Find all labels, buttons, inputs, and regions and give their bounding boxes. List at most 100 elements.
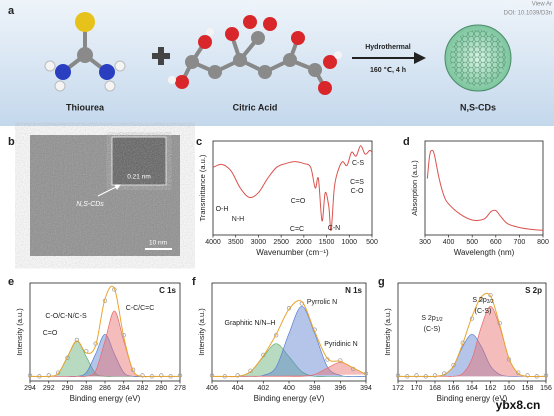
annotation: Pyridinic N bbox=[324, 341, 357, 348]
data-point bbox=[516, 370, 521, 375]
annotation: Pyrrolic N bbox=[307, 299, 337, 306]
data-point bbox=[159, 373, 164, 378]
pointer-arrow bbox=[97, 184, 121, 197]
x-tick-label: 2000 bbox=[296, 239, 312, 246]
x-tick-label: 400 bbox=[443, 239, 455, 246]
data-point bbox=[543, 373, 549, 378]
y-axis-label: Intensity (a.u.) bbox=[197, 308, 206, 356]
plot-frame bbox=[212, 140, 373, 236]
x-tick-label: 292 bbox=[43, 385, 55, 392]
x-tick-label: 156 bbox=[540, 385, 552, 392]
panel-label: f bbox=[192, 276, 196, 288]
annotation: (C-S) bbox=[424, 326, 441, 333]
x-tick-label: 288 bbox=[80, 385, 92, 392]
data-point bbox=[338, 358, 343, 363]
x-tick-label: 278 bbox=[174, 385, 186, 392]
data-point bbox=[248, 368, 253, 373]
lattice-label: 0.21 nm bbox=[127, 174, 151, 181]
annotation: C=S bbox=[350, 179, 364, 186]
product-label: N,S-CDs bbox=[460, 102, 496, 112]
peak-label: N 1s bbox=[345, 286, 362, 295]
x-tick-label: 396 bbox=[334, 385, 346, 392]
annotation: C-O bbox=[351, 188, 364, 195]
data-point bbox=[432, 373, 438, 378]
annotation: C-O/C-N/C-S bbox=[45, 313, 87, 320]
x-tick-label: 406 bbox=[206, 385, 218, 392]
peak-label: C 1s bbox=[159, 286, 176, 295]
x-tick-label: 160 bbox=[503, 385, 515, 392]
annotation-main: S 2p bbox=[421, 315, 436, 322]
annotation: S 2p3/2 bbox=[472, 297, 494, 305]
x-tick-label: 162 bbox=[485, 385, 497, 392]
peak-label: S 2p bbox=[525, 286, 542, 295]
annotation: Graphitic N/N–H bbox=[225, 320, 276, 327]
view-link[interactable]: View Ar bbox=[532, 2, 552, 8]
curve bbox=[30, 285, 180, 378]
x-axis-label: Binding energy (eV) bbox=[70, 394, 141, 403]
doi: DOI: 10.1039/D3n bbox=[504, 11, 552, 17]
thiourea-molecule bbox=[44, 12, 126, 92]
x-tick-label: 280 bbox=[155, 385, 167, 392]
x-tick-label: 4000 bbox=[205, 239, 221, 246]
x-tick-label: 400 bbox=[283, 385, 295, 392]
x-axis-label: Binding energy (eV) bbox=[437, 394, 508, 403]
x-tick-label: 700 bbox=[514, 239, 526, 246]
x-tick-label: 172 bbox=[392, 385, 404, 392]
x-tick-label: 404 bbox=[232, 385, 244, 392]
x-tick-label: 3000 bbox=[251, 239, 267, 246]
x-tick-label: 166 bbox=[448, 385, 460, 392]
x-tick-label: 500 bbox=[466, 239, 478, 246]
curve bbox=[212, 145, 373, 231]
x-tick-label: 402 bbox=[257, 385, 269, 392]
annotation: N-H bbox=[232, 216, 244, 223]
panel-label: g bbox=[378, 276, 385, 288]
x-tick-label: 800 bbox=[537, 239, 549, 246]
annotation: O-H bbox=[216, 206, 229, 213]
data-point bbox=[395, 373, 401, 378]
annotation-main: S 2p bbox=[472, 297, 487, 304]
condition: 160 ℃, 4 h bbox=[370, 66, 406, 74]
reactant-label: Citric Acid bbox=[233, 102, 278, 112]
annotation: S 2p1/2 bbox=[421, 315, 443, 323]
annotation: C=O bbox=[291, 198, 306, 205]
annotation: C-C/C=C bbox=[126, 305, 155, 312]
particle-label: N,S-CDs bbox=[76, 201, 104, 208]
x-tick-label: 600 bbox=[490, 239, 502, 246]
citric-acid-molecule bbox=[168, 15, 342, 95]
x-tick-label: 286 bbox=[99, 385, 111, 392]
annotation: C=O bbox=[43, 330, 58, 337]
data-point bbox=[525, 373, 530, 378]
x-tick-label: 3500 bbox=[228, 239, 244, 246]
x-tick-label: 168 bbox=[429, 385, 441, 392]
x-tick-label: 300 bbox=[419, 239, 431, 246]
panel-label: a bbox=[8, 5, 15, 17]
x-tick-label: 1000 bbox=[341, 239, 357, 246]
annotation: (C-S) bbox=[475, 308, 492, 315]
data-point bbox=[235, 373, 240, 378]
x-tick-label: 294 bbox=[24, 385, 36, 392]
x-tick-label: 284 bbox=[118, 385, 130, 392]
x-tick-label: 170 bbox=[411, 385, 423, 392]
x-tick-label: 290 bbox=[62, 385, 74, 392]
data-point bbox=[177, 373, 183, 378]
x-tick-label: 2500 bbox=[273, 239, 289, 246]
plot-frame bbox=[424, 140, 544, 236]
x-axis-label: Wavenumber (cm⁻¹) bbox=[256, 248, 329, 257]
x-axis-label: Wavelength (nm) bbox=[454, 248, 515, 257]
annotation-sub: 3/2 bbox=[487, 299, 494, 305]
hrtem-texture bbox=[112, 137, 166, 185]
x-tick-label: 398 bbox=[309, 385, 321, 392]
y-axis-label: Intensity (a.u.) bbox=[15, 308, 24, 356]
curve bbox=[398, 292, 546, 378]
curve bbox=[212, 299, 367, 378]
x-tick-label: 500 bbox=[366, 239, 378, 246]
curve bbox=[426, 149, 544, 231]
x-tick-label: 282 bbox=[137, 385, 149, 392]
panel-label: c bbox=[196, 136, 202, 148]
x-axis-label: Binding energy (eV) bbox=[254, 394, 325, 403]
carbon-dot-lattice bbox=[450, 30, 506, 86]
data-point bbox=[55, 370, 61, 375]
panel-label: e bbox=[8, 276, 14, 288]
y-axis-label: Absorption (a.u.) bbox=[410, 160, 419, 216]
